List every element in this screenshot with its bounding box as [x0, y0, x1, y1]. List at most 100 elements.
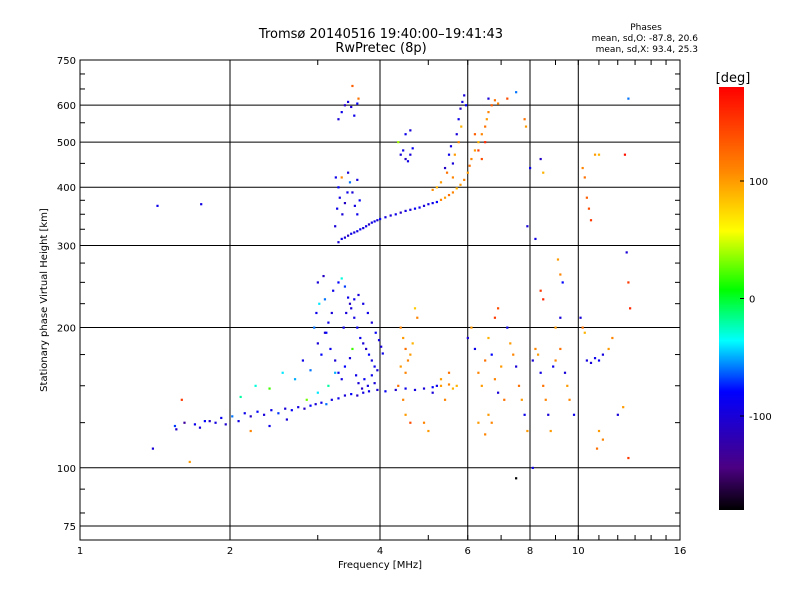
data-point	[351, 347, 354, 351]
data-point	[359, 228, 362, 231]
data-point	[409, 421, 412, 424]
data-point	[601, 438, 605, 441]
data-point	[583, 176, 586, 179]
data-point	[480, 384, 483, 387]
data-point	[374, 331, 377, 334]
data-point	[377, 339, 381, 342]
data-point	[243, 412, 246, 415]
colorbar-tick-label: 100	[749, 177, 768, 188]
data-point	[539, 371, 542, 374]
data-point	[305, 398, 308, 401]
data-point	[270, 409, 273, 412]
data-point	[572, 413, 576, 416]
data-point	[367, 390, 371, 393]
y-axis-label: Stationary phase Virtual Height [km]	[39, 208, 50, 392]
data-point	[480, 133, 483, 136]
phases-o-stats: mean, sd,O: -87.8, 20.6	[592, 34, 699, 44]
data-point	[337, 186, 340, 189]
data-point	[455, 187, 458, 190]
data-point	[338, 196, 341, 199]
data-point	[503, 398, 506, 401]
data-point	[237, 420, 240, 423]
y-axis-ticks: 75 100 200 300 400 500 600 750	[57, 56, 680, 533]
data-point	[409, 129, 412, 132]
data-point	[439, 198, 443, 201]
data-point	[357, 293, 360, 297]
data-point	[313, 326, 316, 329]
data-point	[334, 371, 337, 374]
data-point	[356, 230, 359, 233]
data-point	[490, 421, 493, 424]
data-point	[443, 196, 447, 199]
data-point	[487, 336, 490, 340]
data-point	[413, 307, 417, 310]
data-point	[379, 217, 382, 221]
data-points	[151, 84, 632, 480]
data-point	[351, 191, 354, 194]
data-point	[459, 107, 462, 110]
data-point	[384, 216, 387, 219]
x-axis-ticks: 1 2 4 6 8 10 16	[77, 60, 686, 557]
data-point	[350, 105, 353, 109]
data-point	[384, 390, 387, 393]
data-point	[337, 397, 340, 400]
data-point	[526, 225, 529, 228]
data-point	[493, 316, 497, 319]
data-point	[366, 311, 369, 315]
data-point	[493, 99, 497, 102]
y-tick-label: 500	[57, 138, 76, 149]
data-point	[416, 316, 419, 319]
data-point	[534, 237, 537, 241]
data-point	[314, 403, 317, 406]
data-point	[496, 391, 500, 394]
data-point	[404, 133, 407, 136]
data-point	[323, 298, 327, 301]
data-point	[585, 196, 588, 199]
data-point	[362, 227, 365, 230]
data-point	[356, 213, 359, 216]
data-point	[581, 326, 584, 329]
data-point	[556, 258, 560, 261]
phases-x-stats: mean, sd,X: 93.4, 25.3	[596, 45, 698, 55]
data-point	[559, 273, 562, 276]
data-point	[627, 97, 630, 100]
data-point	[589, 219, 593, 222]
data-point	[373, 220, 376, 223]
data-point	[559, 316, 562, 319]
data-point	[346, 171, 350, 174]
data-point	[224, 423, 227, 426]
data-point	[512, 353, 515, 356]
data-point	[337, 281, 340, 284]
data-point	[447, 371, 451, 374]
data-point	[466, 336, 469, 340]
data-point	[463, 178, 466, 181]
data-point	[397, 384, 400, 387]
data-point	[406, 160, 410, 163]
data-point	[325, 403, 328, 406]
data-point	[340, 378, 343, 381]
data-point	[277, 412, 280, 415]
data-point	[463, 94, 466, 97]
x-tick-label: 1	[77, 546, 83, 557]
data-point	[406, 359, 410, 362]
data-point	[422, 204, 426, 207]
data-point	[348, 357, 352, 360]
data-point	[552, 365, 555, 368]
data-point	[327, 321, 330, 324]
data-point	[402, 398, 405, 401]
data-point	[323, 331, 327, 334]
data-point	[249, 415, 252, 418]
data-point	[316, 342, 319, 345]
data-point	[203, 420, 206, 423]
data-point	[367, 223, 371, 226]
data-point	[327, 384, 330, 387]
data-point	[343, 202, 347, 205]
y-tick-label: 200	[57, 324, 76, 335]
data-point	[601, 353, 605, 356]
colorbar-tick-label: -100	[749, 412, 772, 423]
data-point	[413, 207, 417, 210]
data-point	[350, 307, 353, 310]
data-point	[348, 302, 352, 305]
